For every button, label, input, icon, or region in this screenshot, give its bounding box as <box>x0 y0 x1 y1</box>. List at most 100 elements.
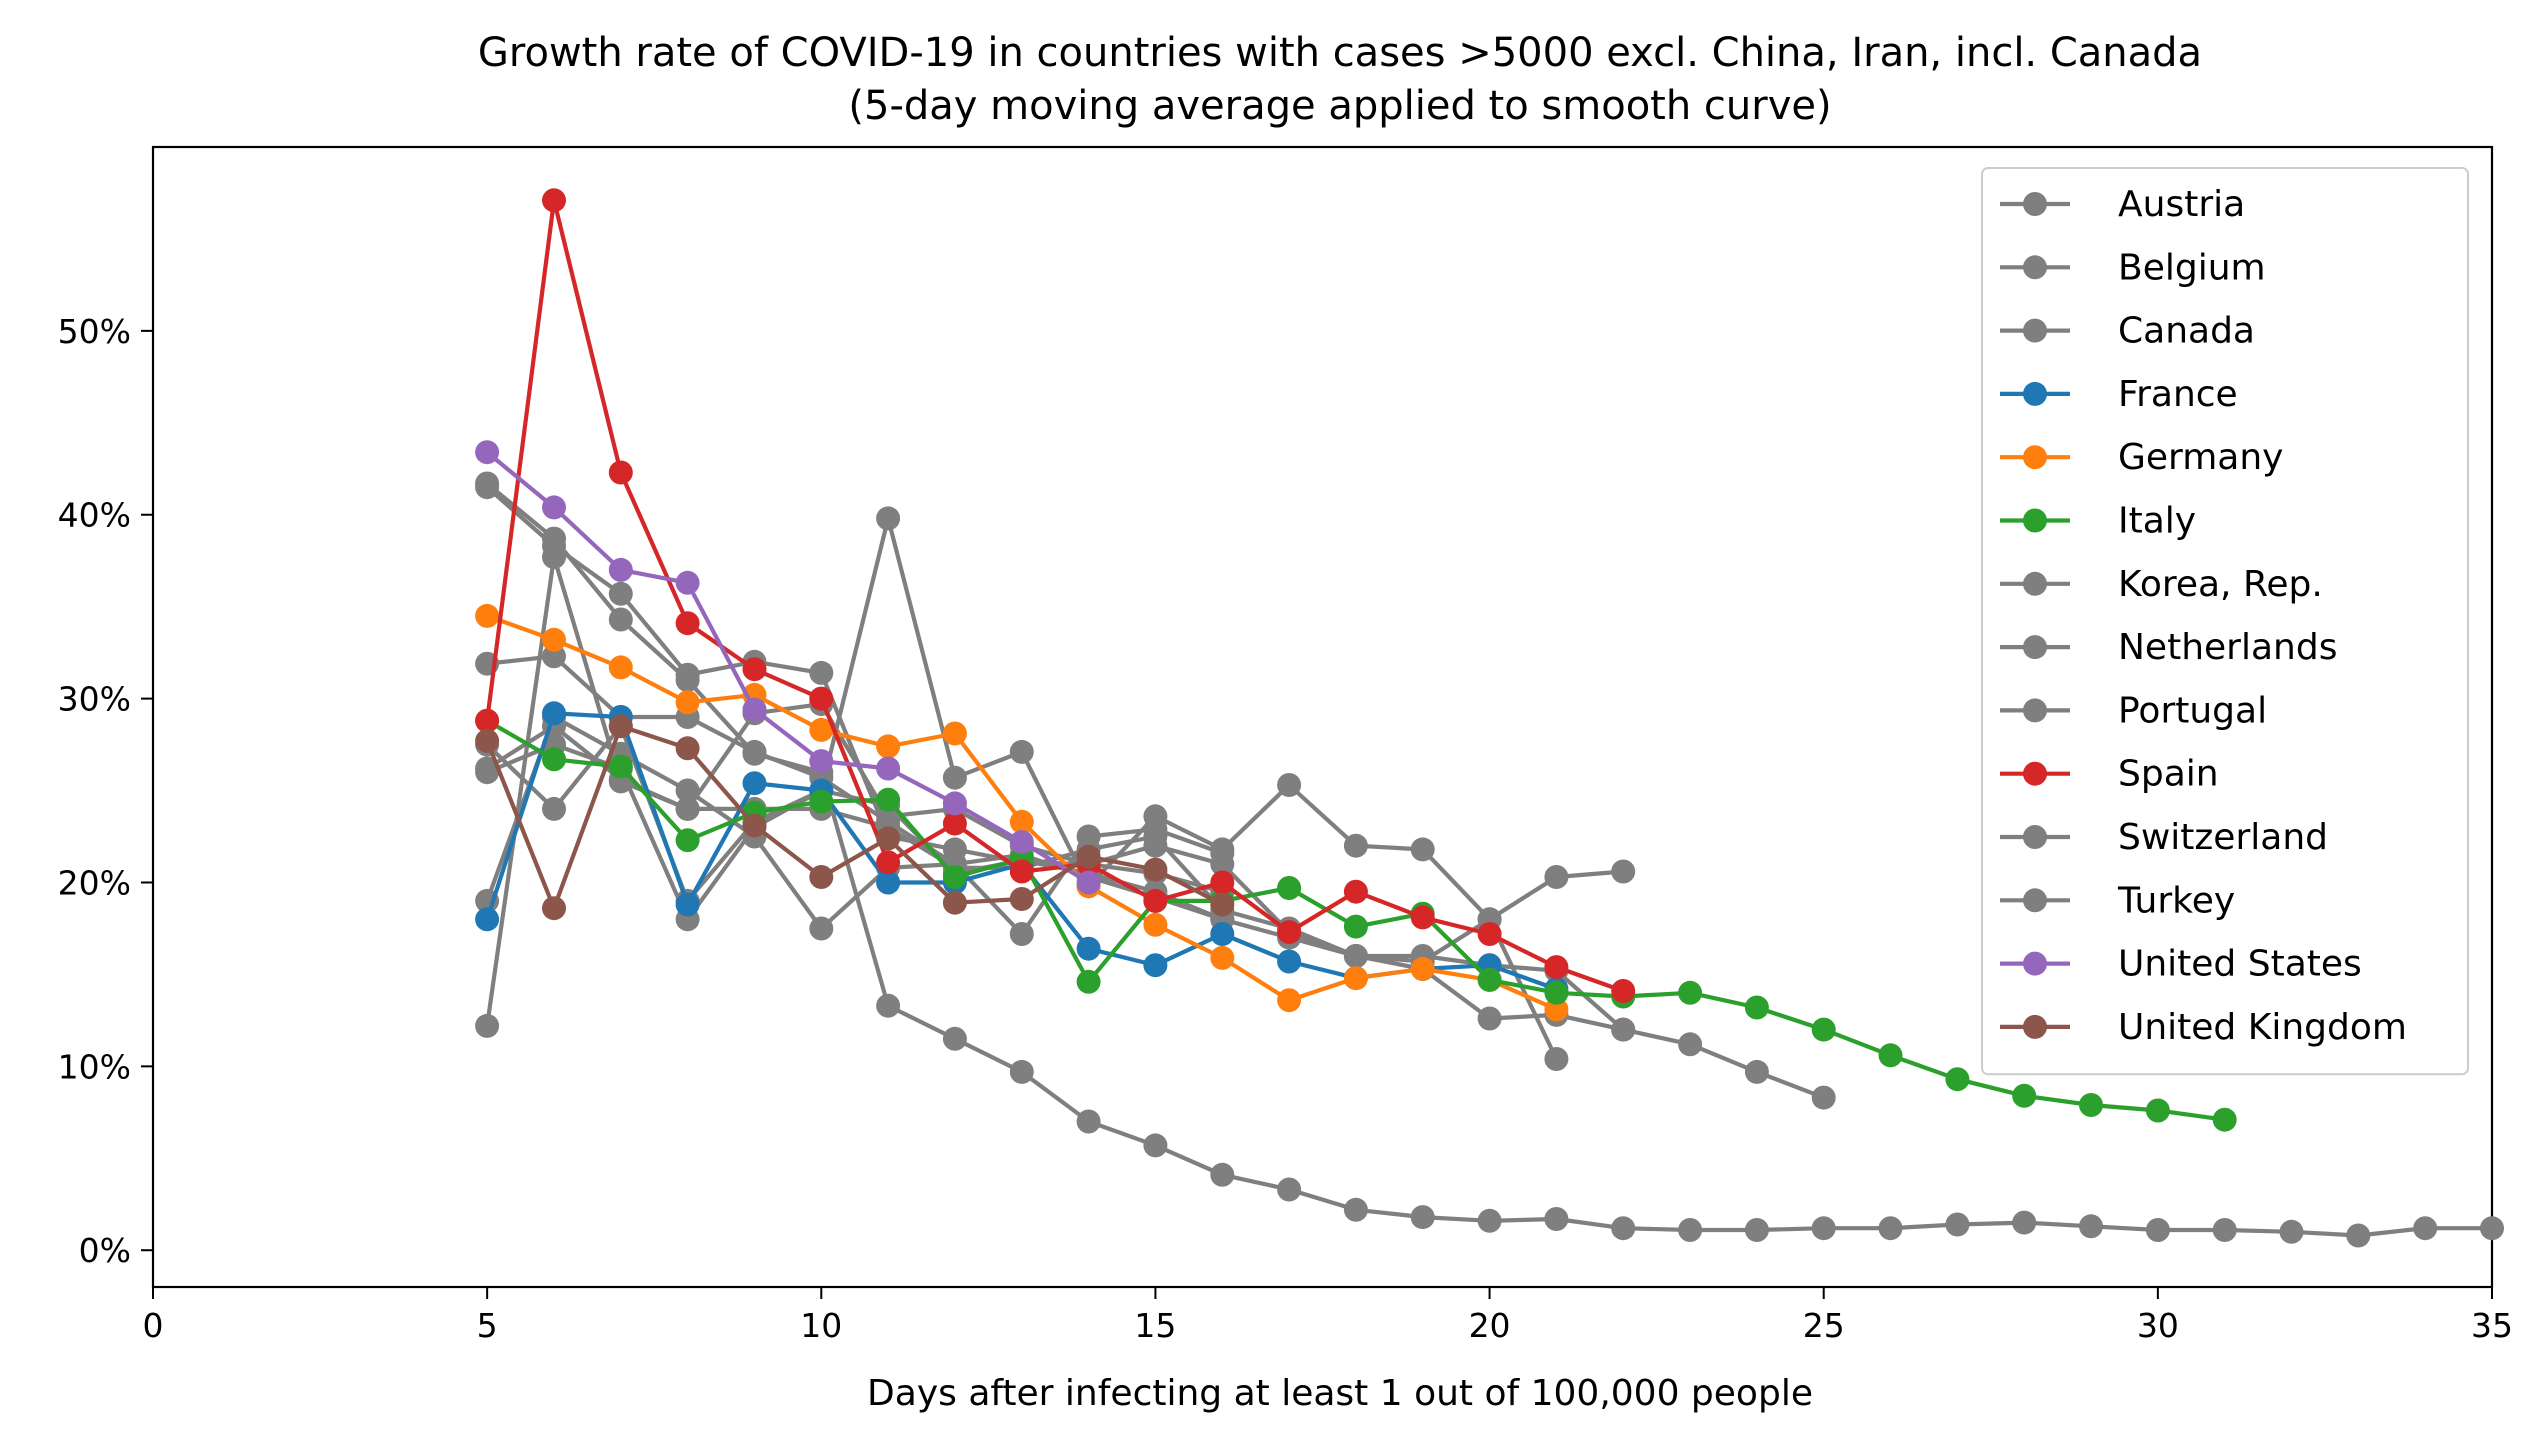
data-point <box>542 534 566 558</box>
data-point <box>1343 914 1368 939</box>
legend-marker <box>2023 318 2047 343</box>
legend-label: Turkey <box>2117 880 2235 921</box>
legend-marker <box>2023 508 2047 533</box>
data-point <box>608 754 633 779</box>
data-point <box>1210 870 1235 895</box>
series-germany <box>475 603 1569 1022</box>
series-line <box>485 198 1624 993</box>
data-point <box>1945 1067 1970 1092</box>
legend-label: France <box>2118 374 2238 415</box>
data-point <box>675 570 700 595</box>
data-point <box>1343 944 1368 968</box>
data-point <box>1811 1017 1836 1042</box>
data-point <box>475 475 500 500</box>
legend-marker <box>2023 825 2047 849</box>
data-point <box>876 506 901 531</box>
data-point <box>1143 833 1168 858</box>
data-point <box>742 813 767 838</box>
data-point <box>1611 1216 1636 1241</box>
data-point <box>809 749 834 774</box>
data-point <box>1410 956 1435 981</box>
data-point <box>542 627 566 652</box>
legend-label: Portugal <box>2118 690 2267 731</box>
x-tick-label: 30 <box>2137 1306 2179 1345</box>
data-point <box>1277 949 1302 974</box>
data-point <box>1611 859 1636 884</box>
data-point <box>809 717 834 742</box>
data-point <box>2212 1107 2237 1132</box>
legend-item: Belgium <box>2000 247 2266 288</box>
legend-label: United States <box>2118 944 2362 985</box>
data-point <box>1009 922 1034 946</box>
legend-label: Belgium <box>2118 247 2266 288</box>
data-point <box>1544 865 1569 889</box>
legend-marker <box>2023 1014 2047 1039</box>
series-line <box>485 554 1625 1032</box>
x-tick-label: 15 <box>1134 1306 1176 1345</box>
data-point <box>876 804 901 829</box>
data-point <box>2480 1216 2504 1241</box>
data-point <box>1678 1032 1703 1057</box>
series-united-kingdom <box>475 714 1235 921</box>
data-point <box>542 495 566 520</box>
data-point <box>1143 1133 1168 1158</box>
y-tick-label: 10% <box>58 1047 131 1086</box>
data-point <box>1811 1085 1836 1110</box>
data-point <box>675 736 700 761</box>
y-tick-label: 40% <box>58 496 131 535</box>
data-point <box>809 789 834 814</box>
data-point <box>1544 980 1569 1005</box>
data-point <box>475 728 500 753</box>
data-point <box>1477 922 1502 946</box>
legend-item: Italy <box>2000 501 2196 542</box>
chart-subtitle: (5-day moving average applied to smooth … <box>848 83 1831 129</box>
data-point <box>1277 876 1302 900</box>
data-point <box>1076 969 1101 994</box>
data-point <box>1678 980 1703 1005</box>
data-point <box>608 714 633 739</box>
x-tick-label: 5 <box>477 1306 498 1345</box>
data-point <box>1210 852 1235 877</box>
legend-item: Spain <box>2000 754 2219 795</box>
data-point <box>942 721 967 746</box>
data-point <box>1277 920 1302 945</box>
data-point <box>876 787 901 812</box>
data-point <box>675 690 700 715</box>
data-point <box>608 460 633 485</box>
data-point <box>1210 892 1235 917</box>
legend-label: Italy <box>2118 501 2196 542</box>
data-point <box>742 697 767 722</box>
legend-item: United Kingdom <box>2000 1007 2407 1048</box>
data-point <box>742 771 767 796</box>
legend-label: Korea, Rep. <box>2118 564 2323 605</box>
data-point <box>542 701 566 726</box>
data-point <box>2145 1098 2170 1123</box>
data-point <box>1009 859 1034 884</box>
series-group <box>475 188 2504 1248</box>
data-point <box>942 1026 967 1051</box>
data-point <box>742 739 767 764</box>
data-point <box>1945 1212 1970 1237</box>
legend-label: Canada <box>2118 311 2255 352</box>
plot-frame <box>151 145 2494 1289</box>
y-tick-label: 50% <box>58 312 131 351</box>
x-tick-label: 20 <box>1469 1306 1511 1345</box>
data-point <box>1210 1162 1235 1187</box>
legend-item: Korea, Rep. <box>2000 564 2323 605</box>
data-point <box>1076 1109 1101 1134</box>
data-point <box>675 796 700 821</box>
legend-item: France <box>2000 374 2238 415</box>
legend-label: United Kingdom <box>2118 1007 2407 1048</box>
x-tick-label: 25 <box>1803 1306 1845 1345</box>
data-point <box>542 747 566 772</box>
data-point <box>2012 1210 2037 1235</box>
data-point <box>475 603 500 628</box>
data-point <box>809 916 834 941</box>
data-point <box>942 865 967 889</box>
legend-marker <box>2023 698 2047 723</box>
legend-marker <box>2023 635 2047 660</box>
data-point <box>1009 1059 1034 1084</box>
legend-marker <box>2023 255 2047 280</box>
data-point <box>1477 967 1502 992</box>
